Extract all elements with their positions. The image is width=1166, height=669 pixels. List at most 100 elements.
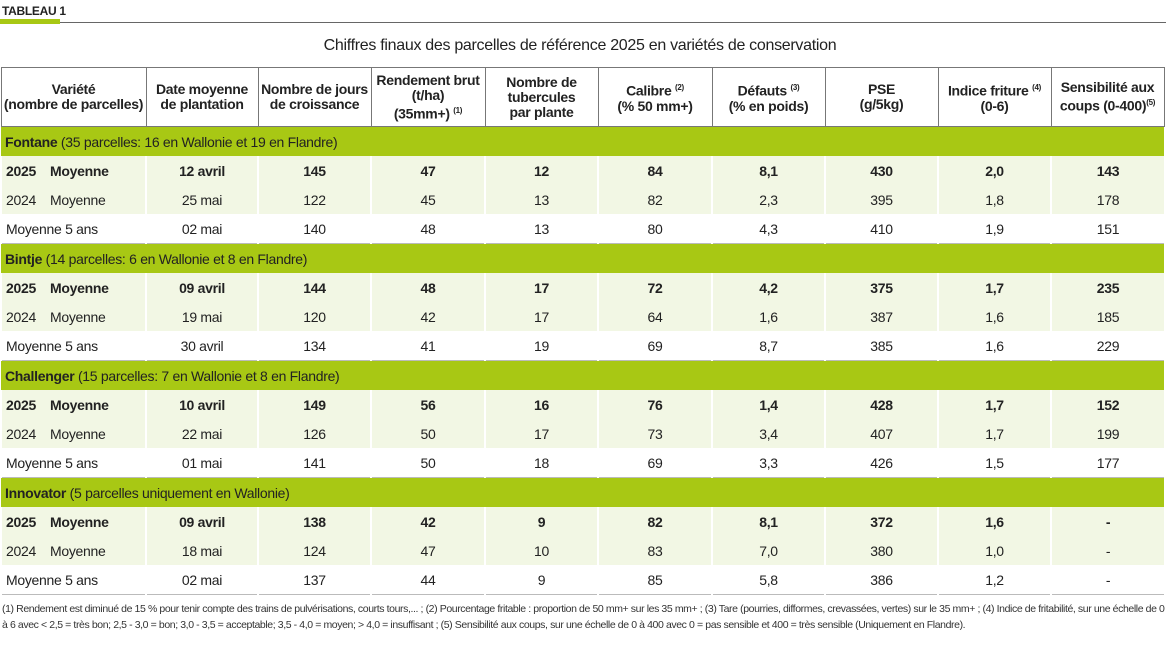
table-cell: 84 [597,156,712,185]
header-line: Sensibilité aux [1060,79,1155,96]
row-period: 2025 [6,396,36,413]
row-period: Moyenne 5 ans [6,454,98,471]
table-cell: 10 avril [145,390,258,419]
row-type: Moyenne [50,279,109,296]
table-label: TABLEAU 1 [2,4,66,18]
table-row: Moyenne 5 ans 30 avril 134 41 19 69 8,7 385 1,6 2… [0,331,1164,361]
column-header: Indice friture (4) (0-6) [937,67,1052,127]
table-cell: 385 [824,331,938,361]
table-cell: - [1050,565,1164,595]
table-cell: 47 [370,536,485,565]
table-cell: 44 [370,565,485,595]
row-type: Moyenne [50,513,109,530]
column-header: Variété (nombre de parcelles) [0,67,147,127]
header-line: (% en poids) [728,97,809,114]
header-line: de plantation [160,96,244,112]
table-cell: 124 [257,536,371,565]
table-cell: 3,4 [711,419,825,448]
table-cell: 83 [597,536,712,565]
table-cell: 19 mai [145,302,258,331]
table-cell: 2,0 [937,156,1051,185]
table-cell: 72 [597,273,712,302]
table-row: 2025 Moyenne 10 avril 149 56 16 76 1,4 428 1,7 152 [0,390,1164,419]
table-cell: 386 [824,565,938,595]
header-line: Nombre de [506,73,577,90]
row-type: Moyenne [50,542,106,559]
table-cell: 17 [484,302,598,331]
column-header: Calibre (2) (% 50 mm+) [597,67,713,127]
table-cell: 152 [1050,390,1164,419]
table-cell: 09 avril [145,507,258,536]
table-cell: 1,9 [937,214,1051,244]
table-cell: 19 [484,331,598,361]
header-line: coups (0-400) [1059,97,1147,114]
variety-name: Bintje [5,250,43,267]
table-cell: 85 [597,565,712,595]
table-cell: 16 [484,390,598,419]
row-period: 2024 [6,425,36,442]
table-cell: 41 [370,331,485,361]
table-cell: 1,8 [937,185,1051,214]
row-label: Moyenne 5 ans [0,331,146,361]
header-line: Date moyenne [155,81,249,97]
table-cell: 82 [597,507,712,536]
table-cell: 12 [484,156,598,185]
table-row: 2024 Moyenne 22 mai 126 50 17 73 3,4 407 1,7 199 [0,419,1164,448]
data-table: Variété (nombre de parcelles) Date moyenne… [0,67,1165,595]
variety-name: Innovator [5,484,67,501]
section-row-bintje: Bintje (14 parcelles: 6 en Wallonie et 8… [1,243,1164,273]
table-cell: 17 [484,273,598,302]
table-cell: 122 [257,185,371,214]
footnotes: (1) Rendement est diminué de 15 % pour t… [2,603,1165,631]
table-cell: 30 avril [145,331,258,361]
column-header: Nombre de jours de croissance [257,67,372,127]
table-cell: 235 [1050,273,1164,302]
table-cell: 9 [484,565,598,595]
table-cell: 50 [370,419,485,448]
row-type: Moyenne [50,308,106,325]
header-line: (nombre de parcelles) [3,96,144,112]
row-type: Moyenne [50,162,109,179]
table-row: 2025 Moyenne 09 avril 138 42 9 82 8,1 372 1,6- [0,507,1164,536]
section-title: Innovator (5 parcelles uniquement en Wal… [1,477,1164,507]
table-cell: 48 [370,214,485,244]
table-cell: 395 [824,185,938,214]
header-line: (t/ha) [411,86,445,103]
table-cell: 12 avril [145,156,258,185]
row-type: Moyenne [50,396,109,413]
header-line: Indice friture [947,82,1029,99]
table-cell: 69 [597,448,712,478]
row-label: 2024 Moyenne [0,185,146,214]
variety-name: Fontane [5,133,58,150]
header-line: par plante [509,103,574,120]
header-line: Défauts [737,82,788,99]
table-cell: 137 [257,565,371,595]
table-row: 2025 Moyenne 12 avril 145 47 12 84 8,1 430 2,0 143 [0,156,1164,185]
table-cell: 1,2 [937,565,1051,595]
footnote-ref: (1) [453,105,463,115]
table-cell: 199 [1050,419,1164,448]
table-cell: 144 [257,273,371,302]
table-cell: 1,6 [937,507,1051,536]
table-cell: 42 [370,302,485,331]
row-period: Moyenne 5 ans [6,337,98,354]
section-title: Challenger (15 parcelles: 7 en Wallonie … [1,360,1164,390]
table-cell: 7,0 [711,536,825,565]
column-header: Défauts (3) (% en poids) [711,67,826,127]
table-cell: 09 avril [145,273,258,302]
table-cell: 229 [1050,331,1164,361]
footnote-ref: (2) [675,83,684,93]
table-cell: 80 [597,214,712,244]
column-header: Date moyenne de plantation [145,67,259,127]
table-row: 2024 Moyenne 25 mai 122 45 13 82 2,3 395 1,8 178 [0,185,1164,214]
row-label: 2025 Moyenne [0,273,146,302]
footnote-ref: (5) [1146,98,1156,108]
row-label: 2025 Moyenne [0,156,146,185]
table-cell: 42 [370,507,485,536]
header-line: Rendement brut [376,71,480,88]
row-label: 2025 Moyenne [0,507,146,536]
table-cell: 82 [597,185,712,214]
row-label: Moyenne 5 ans [0,214,146,244]
table-cell: 407 [824,419,938,448]
table-cell: 18 mai [145,536,258,565]
